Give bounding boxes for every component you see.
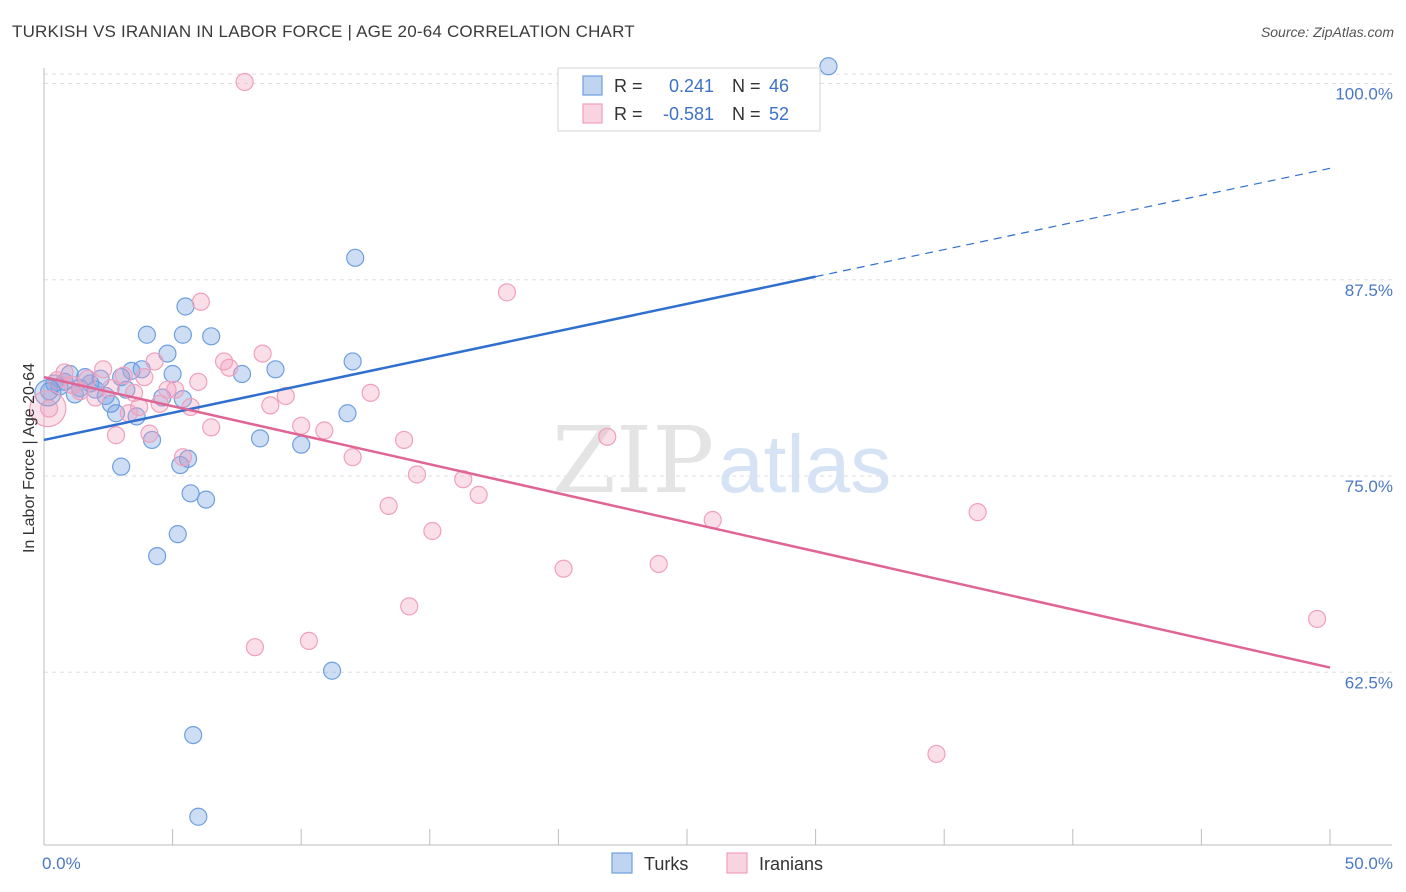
turks-trend-line [43,275,816,442]
legend-swatch [582,75,603,96]
iranians-point [379,496,398,515]
iranians-point [86,388,105,407]
iranians-point [469,485,488,504]
iranians-point [220,358,239,377]
iranians-point [158,380,177,399]
iranians-point [968,503,987,522]
turks-point [196,490,216,509]
iranians-point [927,744,946,764]
iranians-point [423,521,442,541]
iranians-point [135,368,154,387]
turks-point [148,547,167,566]
iranians-point [407,465,427,484]
legend-n-value: 46 [769,76,789,96]
turks-point [202,327,221,346]
x-tick-label: 0.0% [42,854,81,873]
legend-swatch [582,103,603,124]
turks-point [343,352,362,371]
turks-point [34,379,62,407]
y-tick-label: 87.5% [1345,281,1393,300]
bottom-legend: Turks Iranians [611,852,823,874]
iranians-point [276,386,295,406]
iranians-point [145,352,164,371]
x-tick-label: 50.0% [1345,854,1393,873]
chart-title: TURKISH VS IRANIAN IN LABOR FORCE | AGE … [12,22,635,41]
iranians-point [315,421,334,440]
iranians-point [189,372,208,391]
legend-n-label: N = [732,76,761,96]
iranians-point [202,418,221,437]
turks-point [819,57,838,76]
legend-n-value: 52 [769,104,789,124]
turks-point [322,661,342,680]
legend-r-label: R = [614,104,643,124]
iranians-point [173,448,192,467]
iranians-point [497,283,517,302]
turks-point [173,325,192,344]
y-tick-label: 100.0% [1335,85,1393,104]
iranians-point [245,638,265,657]
bottom-legend-swatch [726,852,748,874]
iranians-point [598,427,617,446]
trend-lines [43,167,1331,669]
legend-r-label: R = [614,76,643,96]
turks-point [112,457,131,476]
turks-point [163,364,182,384]
iranians-point [114,366,133,385]
watermark-zip: ZIP [552,407,714,514]
turks-point [266,360,285,379]
turks-trend-extension [815,167,1331,278]
y-axis-title: In Labor Force | Age 20-64 [21,363,38,553]
iranians-point [261,396,280,415]
chart-source: Source: ZipAtlas.com [1260,24,1394,40]
bottom-legend-swatch [611,852,633,874]
legend-r-value: -0.581 [663,104,714,124]
iranians-point [400,597,419,616]
y-tick-labels: 62.5% 75.0% 87.5% 100.0% [1335,85,1393,693]
y-tick-label: 75.0% [1345,477,1393,496]
turks-point [176,297,195,316]
iranians-point [343,448,362,467]
iranians-point [253,344,272,363]
axes [43,68,1392,846]
iranians-point [191,292,210,311]
watermark-atlas: atlas [718,419,891,510]
iranians-point [299,631,319,651]
iranians-point [394,430,414,450]
turks-point [292,435,311,454]
turks-point [168,525,187,544]
turks-point [184,725,203,745]
turks-point [338,404,357,423]
iranians-point [554,559,573,578]
turks-point [137,325,156,344]
watermark: ZIP atlas [552,407,891,514]
legend-n-label: N = [732,104,761,124]
turks-point [189,807,208,826]
turks-point [346,248,365,267]
iranians-point [649,554,668,574]
x-tick-labels: 0.0% 50.0% [42,854,1393,873]
iranians-point [361,383,380,402]
legend-r-value: 0.241 [669,76,714,96]
iranians-point [166,380,185,399]
iranians-point [235,72,254,92]
iranians-point [94,360,113,379]
iranians-trend-line [43,375,1331,669]
turks-point [106,404,126,423]
stats-legend: R = 0.241 N = 46 R = -0.581 N = 52 [557,67,821,132]
turks-point [181,484,200,503]
turks-point [101,394,120,413]
y-tick-label: 62.5% [1345,673,1393,692]
iranians-point [106,426,126,445]
bottom-legend-label: Turks [644,854,688,874]
turks-point [250,429,270,448]
iranians-point [29,389,67,428]
iranians-point [292,416,311,435]
bottom-legend-label: Iranians [759,854,823,874]
iranians-point [140,424,159,443]
iranians-point [1308,609,1327,629]
data-points [29,57,1327,826]
